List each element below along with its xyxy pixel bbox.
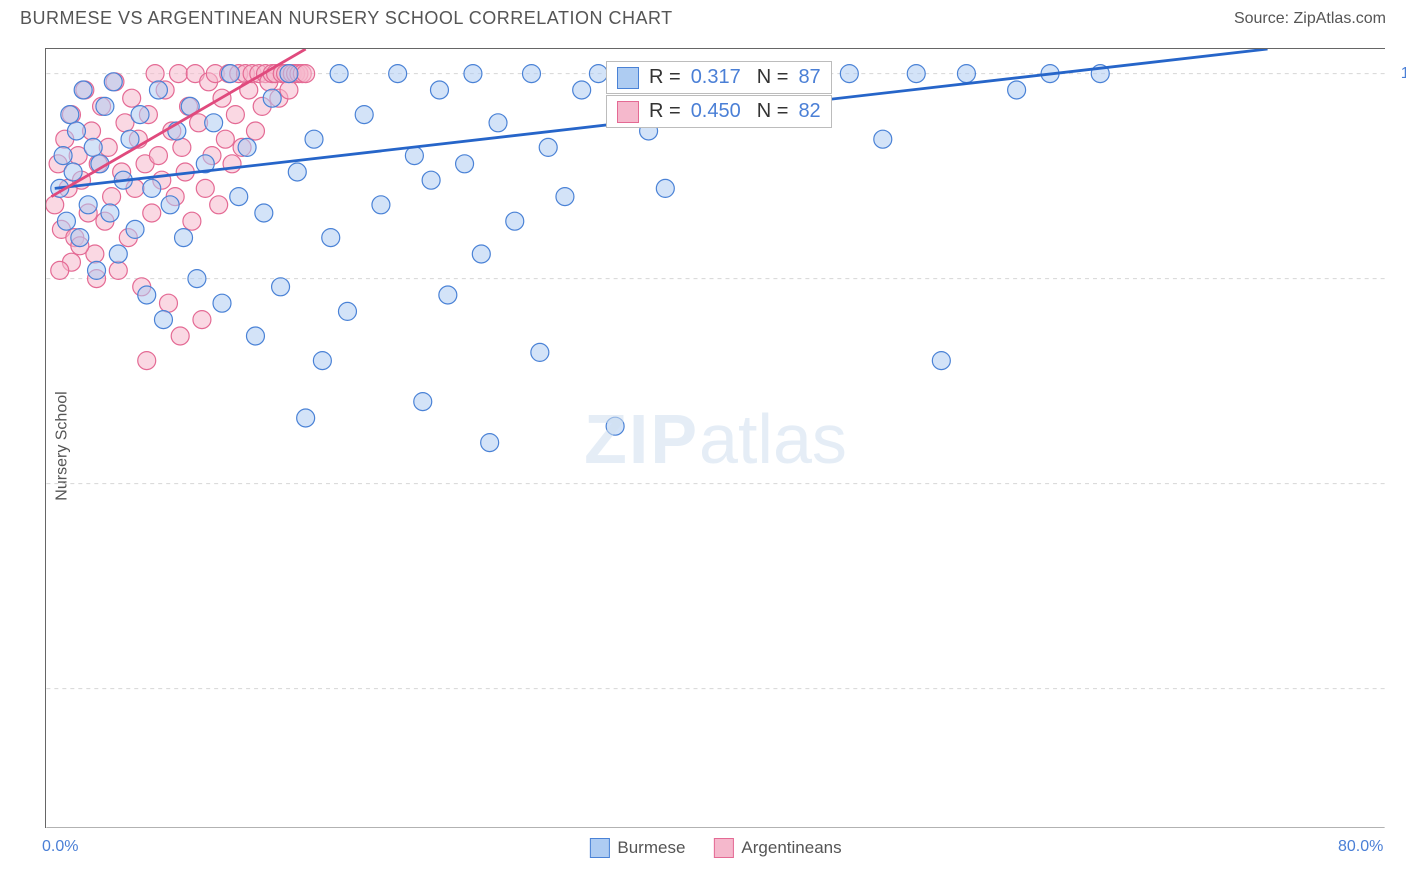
stats-swatch	[617, 101, 639, 123]
legend-item: Argentineans	[713, 838, 841, 858]
legend: Burmese Argentineans	[589, 838, 841, 858]
y-tick-label: 100.0%	[1395, 65, 1406, 83]
source-link[interactable]: ZipAtlas.com	[1294, 10, 1386, 27]
source-prefix: Source:	[1234, 10, 1294, 27]
y-tick-label: 97.5%	[1395, 270, 1406, 288]
stats-r-value: 0.450	[691, 100, 741, 123]
stats-r-value: 0.317	[691, 66, 741, 89]
stats-r-label: R =	[649, 66, 681, 89]
legend-swatch	[589, 838, 609, 858]
legend-label: Argentineans	[741, 838, 841, 858]
stats-box: R = 0.450 N = 82	[606, 95, 832, 128]
stats-r-label: R =	[649, 100, 681, 123]
legend-item: Burmese	[589, 838, 685, 858]
x-tick-label: 80.0%	[1338, 838, 1383, 856]
source-attribution: Source: ZipAtlas.com	[1234, 10, 1386, 28]
legend-swatch	[713, 838, 733, 858]
stats-n-label: N =	[757, 100, 789, 123]
y-tick-label: 95.0%	[1395, 475, 1406, 493]
x-tick-label: 0.0%	[42, 838, 78, 856]
plot-area: ZIPatlas R =0.317N =87R =0.450N =82 92.5…	[45, 48, 1385, 828]
stats-swatch	[617, 67, 639, 89]
y-tick-label: 92.5%	[1395, 680, 1406, 698]
stats-box: R = 0.317 N = 87	[606, 61, 832, 94]
stats-n-value: 87	[798, 66, 820, 89]
stats-n-value: 82	[798, 100, 820, 123]
chart-title: BURMESE VS ARGENTINEAN NURSERY SCHOOL CO…	[20, 8, 673, 29]
chart-svg	[46, 49, 1385, 828]
stats-n-label: N =	[757, 66, 789, 89]
legend-label: Burmese	[617, 838, 685, 858]
